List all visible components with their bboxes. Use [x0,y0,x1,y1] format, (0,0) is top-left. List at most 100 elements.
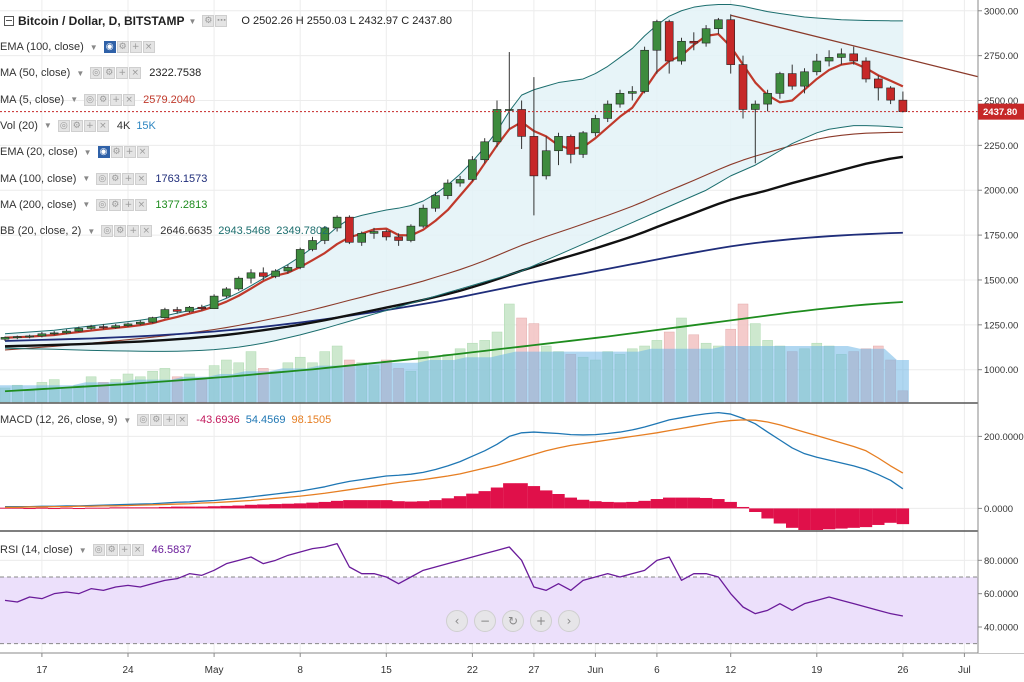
eye-icon[interactable]: ◎ [57,119,70,132]
settings-icon[interactable]: ⚙ [116,41,129,53]
close-icon[interactable]: × [142,41,155,53]
last-price-badge [978,103,1024,120]
reset-icon[interactable]: ↻ [502,610,524,632]
close-icon[interactable]: × [140,225,153,238]
candlesticks [0,14,908,341]
macd-histogram-bar [872,508,885,525]
scroll-left-icon[interactable]: ‹ [446,610,468,632]
close-icon[interactable]: × [176,414,189,426]
chevron-down-icon[interactable]: ▼ [123,415,132,425]
candle-body [726,19,736,65]
time-axis-label: 19 [811,665,823,676]
indicator-ma-100-close-label[interactable]: MA (100, close) [0,172,77,185]
indicator-ema-100-close-label[interactable]: EMA (100, close) [0,41,84,53]
chevron-down-icon[interactable]: ▼ [188,16,197,26]
macd-histogram-bar [417,501,430,509]
eye-icon[interactable]: ◎ [137,414,150,426]
chevron-down-icon[interactable]: ▼ [70,95,79,105]
settings-icon[interactable]: ⚙ [109,198,122,211]
settings-icon[interactable]: ⚙ [70,119,83,132]
plus-icon[interactable]: + [118,544,131,556]
eye-icon[interactable]: ◉ [103,41,116,53]
eye-icon[interactable]: ◎ [101,225,114,238]
indicator-legend-ma-100-close: MA (100, close) ▼ ◎ ⚙ + × 1763.1573 [0,170,213,188]
settings-icon[interactable]: ⚙ [150,414,163,426]
candle-body [381,231,391,238]
plus-icon[interactable]: + [122,198,135,211]
zoom-in-icon[interactable]: + [530,610,552,632]
settings-icon[interactable]: ⚙ [103,67,116,80]
plus-icon[interactable]: + [83,119,96,132]
candle-body [455,179,465,184]
macd-histogram-bar [207,506,221,509]
chart-title: Bitcoin / Dollar, D, BITSTAMP [18,14,185,28]
more-icon[interactable]: ⋯ [215,15,228,27]
settings-icon[interactable]: ⚙ [110,146,123,159]
indicator-ma-200-close-label[interactable]: MA (200, close) [0,198,77,211]
candle-body [529,136,539,177]
bollinger-band-fill [5,4,903,352]
indicator-ma-50-close-label[interactable]: MA (50, close) [0,67,71,80]
chevron-down-icon[interactable]: ▼ [76,68,85,78]
plus-icon[interactable]: + [122,172,135,185]
eye-icon[interactable]: ◉ [97,146,110,159]
candle-body [627,91,637,94]
title-buttons[interactable]: ⚙ ⋯ [202,15,228,27]
plus-icon[interactable]: + [110,93,123,106]
indicator-ema-20-close-label[interactable]: EMA (20, close) [0,146,78,159]
eye-icon[interactable]: ◎ [84,93,97,106]
candle-body [74,328,84,332]
indicator-legend-ma-200-close: MA (200, close) ▼ ◎ ⚙ + × 1377.2813 [0,196,213,214]
rsi-line [4,543,904,617]
chevron-down-icon[interactable]: ▼ [87,226,96,236]
close-icon[interactable]: × [135,172,148,185]
close-icon[interactable]: × [123,93,136,106]
macd-histogram-bar [736,506,750,509]
eye-icon[interactable]: ◎ [96,172,109,185]
eye-icon[interactable]: ◎ [90,67,103,80]
plus-icon[interactable]: + [127,225,140,238]
plus-icon[interactable]: + [163,414,176,426]
zoom-out-icon[interactable]: − [474,610,496,632]
eye-icon[interactable]: ◎ [92,544,105,556]
indicator-ma-5-close-label[interactable]: MA (5, close) [0,93,65,106]
chevron-down-icon[interactable]: ▼ [89,42,98,52]
chevron-down-icon[interactable]: ▼ [82,174,91,183]
chevron-down-icon[interactable]: ▼ [43,121,52,131]
rsi-label[interactable]: RSI (14, close) [0,544,73,556]
close-icon[interactable]: × [129,67,142,80]
chevron-down-icon[interactable]: ▼ [82,200,91,210]
settings-icon[interactable]: ⚙ [114,225,127,238]
close-icon[interactable]: × [135,198,148,211]
indicator-bb-20-close-2-label[interactable]: BB (20, close, 2) [0,225,82,238]
price-axis-label: 60.0000 [984,589,1018,600]
plus-icon[interactable]: + [116,67,129,80]
eye-icon[interactable]: ◎ [96,198,109,211]
settings-icon[interactable]: ⚙ [105,544,118,556]
indicator-vol-20-label[interactable]: Vol (20) [0,119,38,132]
macd-histogram-bar [761,508,774,519]
chevron-down-icon[interactable]: ▼ [83,147,92,157]
settings-icon[interactable]: ⚙ [202,15,215,27]
settings-icon[interactable]: ⚙ [109,172,122,185]
macd-histogram-bar [11,507,24,509]
close-icon[interactable]: × [136,146,149,159]
macd-value: -43.6936 [196,414,240,426]
collapse-toggle-icon[interactable] [4,16,14,26]
plus-icon[interactable]: + [123,146,136,159]
macd-label[interactable]: MACD (12, 26, close, 9) [0,414,118,426]
plus-icon[interactable]: + [129,41,142,53]
macd-histogram-bar [847,508,860,528]
macd-histogram-bar [269,504,282,509]
close-icon[interactable]: × [96,119,109,132]
scroll-right-icon[interactable]: › [558,610,580,632]
price-axis-label: 1750.00 [984,231,1018,242]
macd-histogram-bar [699,497,713,509]
rsi-buttons: ◎ ⚙ + × [92,544,144,556]
close-icon[interactable]: × [131,544,144,556]
candle-body [812,60,822,73]
candle-body [357,233,367,243]
candle-body [541,150,551,177]
chevron-down-icon[interactable]: ▼ [78,545,87,555]
settings-icon[interactable]: ⚙ [97,93,110,106]
